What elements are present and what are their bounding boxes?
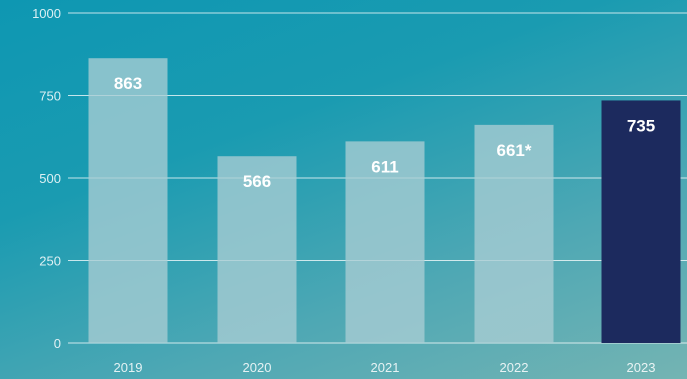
- x-axis-ticks: 2019 2020 2021 2022 2023: [114, 360, 656, 375]
- y-tick-label: 750: [39, 89, 61, 104]
- data-label-2021: 611: [371, 157, 398, 176]
- x-tick-label: 2023: [627, 360, 656, 375]
- bars: [88, 58, 681, 344]
- x-tick-label: 2022: [500, 360, 529, 375]
- x-tick-label: 2019: [114, 360, 143, 375]
- bar-2020: [217, 156, 297, 343]
- bar-2023: [601, 100, 681, 343]
- data-labels: 863 566 611 661* 735: [114, 74, 655, 191]
- x-tick-label: 2020: [243, 360, 272, 375]
- data-label-2020: 566: [243, 172, 271, 191]
- y-tick-label: 0: [54, 336, 61, 351]
- bar-2019: [88, 58, 168, 344]
- data-label-2019: 863: [114, 74, 142, 93]
- y-tick-label: 1000: [32, 6, 61, 21]
- bar-2021: [345, 141, 425, 343]
- data-label-2022: 661*: [497, 141, 532, 160]
- y-tick-label: 500: [39, 171, 61, 186]
- bar-2022: [474, 124, 554, 344]
- x-tick-label: 2021: [371, 360, 400, 375]
- y-tick-label: 250: [39, 254, 61, 269]
- y-axis-ticks: 0 250 500 750 1000: [32, 6, 61, 351]
- data-label-2023: 735: [627, 116, 655, 135]
